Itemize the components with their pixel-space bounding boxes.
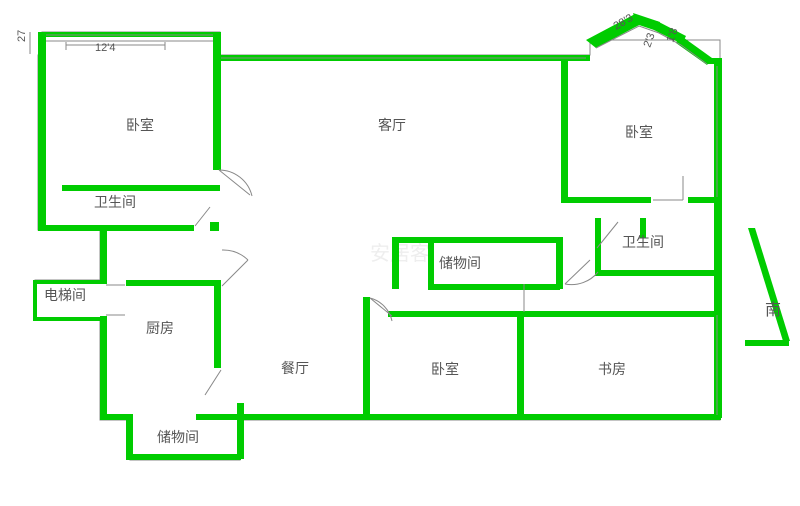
label-living: 客厅	[378, 117, 406, 133]
label-bedroom-nw: 卧室	[126, 117, 154, 133]
thin-details	[30, 26, 717, 415]
watermark: 安居客	[370, 242, 430, 265]
label-elevator: 电梯间	[44, 287, 86, 303]
label-storage-c: 储物间	[439, 255, 481, 271]
floorplan: 安居客	[0, 0, 800, 506]
label-bedroom-ne: 卧室	[625, 124, 653, 140]
label-bath-e: 卫生间	[622, 234, 664, 250]
label-study: 书房	[598, 361, 626, 377]
walls	[33, 13, 790, 460]
label-compass-south: 南	[765, 301, 781, 319]
label-bath-nw: 卫生间	[94, 194, 136, 210]
label-dining: 餐厅	[281, 360, 309, 376]
dim-12-4: 12'4	[95, 42, 115, 54]
label-storage-sw: 储物间	[157, 429, 199, 445]
dim-2-3: 2'3	[642, 31, 658, 49]
label-kitchen: 厨房	[146, 320, 174, 336]
dim-27: 27	[16, 30, 28, 42]
label-bedroom-s: 卧室	[431, 361, 459, 377]
